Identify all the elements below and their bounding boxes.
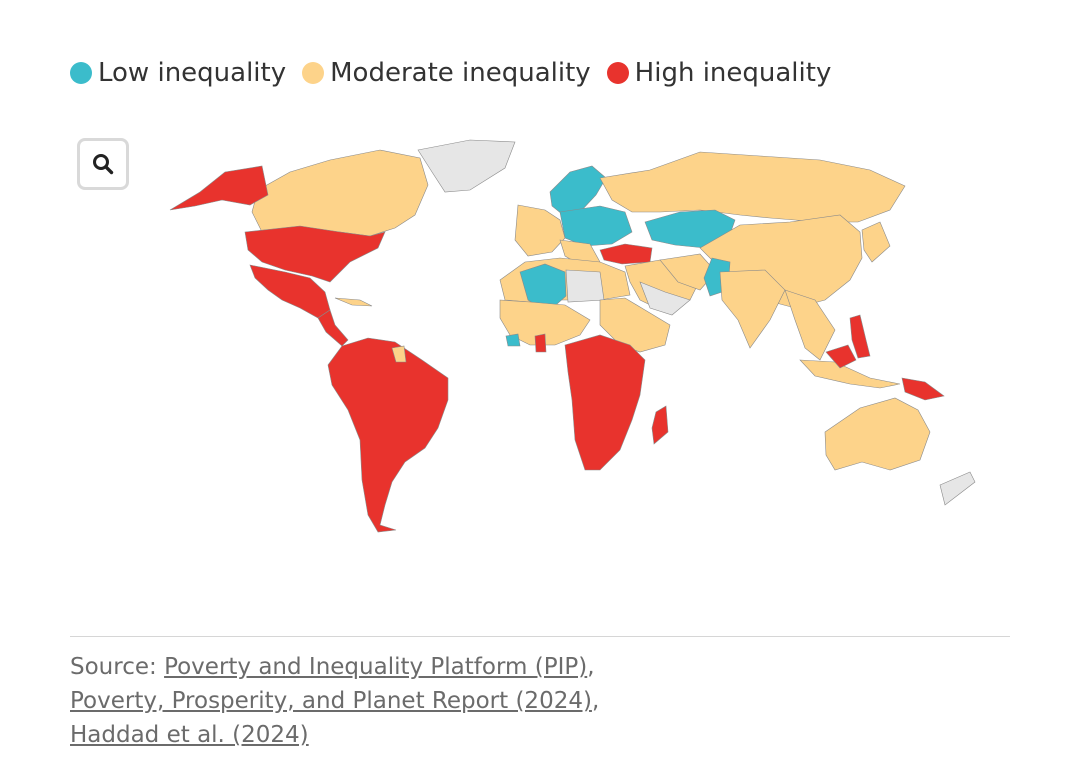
legend-swatch-moderate <box>302 62 325 84</box>
region-west-africa-high <box>534 333 547 353</box>
region-borneo <box>825 344 857 369</box>
region-west-africa-low <box>505 333 521 347</box>
region-new-zealand <box>939 471 976 506</box>
legend-item-moderate[interactable]: Moderate inequality <box>302 58 591 88</box>
region-west-africa <box>499 299 591 346</box>
legend-swatch-low <box>70 62 92 84</box>
region-papua <box>901 377 945 401</box>
region-scandinavia <box>549 165 607 215</box>
region-southeast-asia <box>784 289 836 361</box>
legend-swatch-high <box>606 62 629 84</box>
region-canada <box>251 149 429 237</box>
region-western-europe <box>514 204 566 257</box>
legend-label-high: High inequality <box>634 58 832 88</box>
region-central-europe <box>559 205 633 247</box>
region-south-america <box>327 337 449 533</box>
region-india <box>719 269 786 349</box>
source-link-haddad[interactable]: Haddad et al. (2024) <box>70 722 309 748</box>
region-libya <box>565 269 605 303</box>
region-alaska <box>169 165 269 211</box>
legend-item-low[interactable]: Low inequality <box>70 58 286 88</box>
legend-label-low: Low inequality <box>98 58 287 88</box>
region-indonesia <box>799 359 901 389</box>
region-suriname <box>391 345 407 363</box>
source-credit: Source: Poverty and Inequality Platform … <box>70 650 599 752</box>
map-legend: Low inequality Moderate inequality High … <box>70 58 847 88</box>
source-link-pip[interactable]: Poverty and Inequality Platform (PIP) <box>164 654 588 680</box>
region-arabia <box>639 281 691 316</box>
source-sep-2: , <box>591 688 600 714</box>
region-russia <box>599 151 906 223</box>
zoom-button[interactable] <box>77 138 129 190</box>
region-madagascar <box>651 405 669 445</box>
region-japan-korea <box>861 221 891 263</box>
source-sep-1: , <box>587 654 595 680</box>
legend-label-moderate: Moderate inequality <box>330 58 591 88</box>
region-australia <box>824 397 931 471</box>
region-central-america <box>317 309 349 347</box>
source-link-ppp-report[interactable]: Poverty, Prosperity, and Planet Report (… <box>70 688 592 714</box>
region-caribbean <box>334 297 373 307</box>
region-algeria <box>519 263 567 313</box>
divider <box>70 636 1010 637</box>
region-turkey <box>599 243 653 265</box>
source-prefix: Source: <box>70 654 165 680</box>
legend-item-high[interactable]: High inequality <box>606 58 832 88</box>
search-icon <box>93 154 114 175</box>
region-southern-africa <box>564 334 646 471</box>
region-united-states <box>244 225 386 283</box>
world-map <box>169 139 976 533</box>
region-east-africa <box>599 297 671 353</box>
region-greenland <box>417 139 516 193</box>
region-philippines <box>849 314 871 359</box>
